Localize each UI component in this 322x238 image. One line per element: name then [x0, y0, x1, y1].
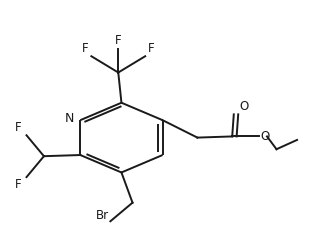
Text: O: O — [240, 100, 249, 113]
Text: N: N — [65, 113, 75, 125]
Text: F: F — [82, 42, 89, 55]
Text: F: F — [15, 121, 22, 134]
Text: O: O — [261, 130, 270, 143]
Text: F: F — [15, 178, 22, 191]
Text: Br: Br — [96, 209, 109, 223]
Text: F: F — [115, 35, 122, 47]
Text: F: F — [148, 42, 154, 55]
